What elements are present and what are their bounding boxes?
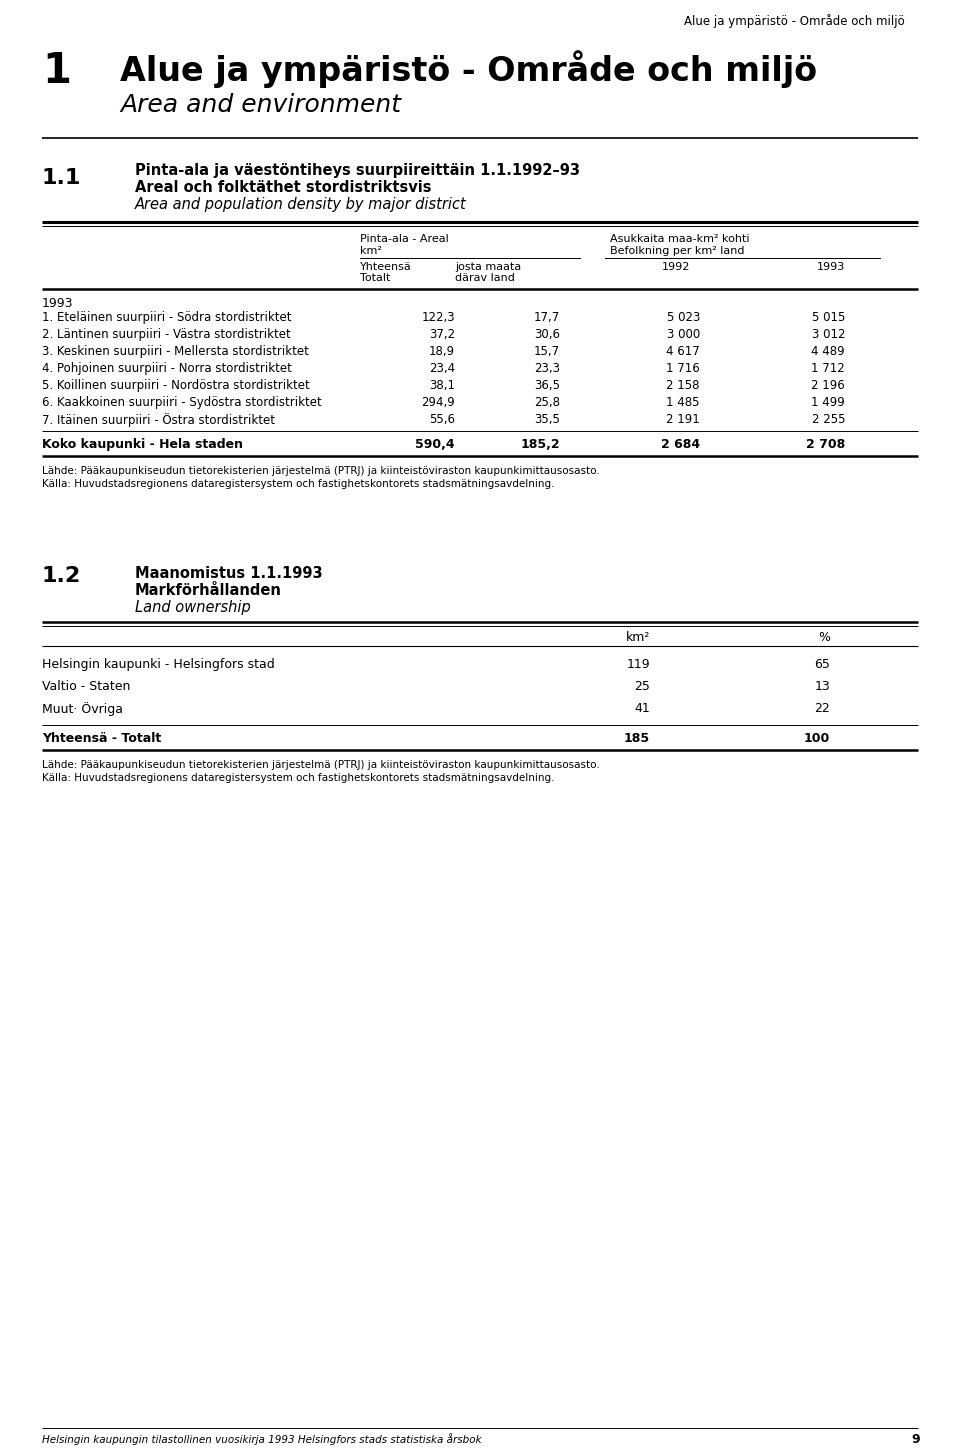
Text: 4 489: 4 489 bbox=[811, 345, 845, 358]
Text: Asukkaita maa-km² kohti: Asukkaita maa-km² kohti bbox=[610, 234, 750, 244]
Text: Areal och folktäthet stordistriktsvis: Areal och folktäthet stordistriktsvis bbox=[135, 180, 431, 195]
Text: 1 716: 1 716 bbox=[666, 362, 700, 375]
Text: 25,8: 25,8 bbox=[534, 396, 560, 409]
Text: 37,2: 37,2 bbox=[429, 327, 455, 340]
Text: 18,9: 18,9 bbox=[429, 345, 455, 358]
Text: Alue ja ympäristö - Område och miljö: Alue ja ympäristö - Område och miljö bbox=[684, 15, 905, 28]
Text: därav land: därav land bbox=[455, 274, 515, 284]
Text: 55,6: 55,6 bbox=[429, 413, 455, 426]
Text: 1993: 1993 bbox=[817, 262, 845, 272]
Text: Pinta-ala ja väestöntiheys suurpiireittäin 1.1.1992–93: Pinta-ala ja väestöntiheys suurpiireittä… bbox=[135, 163, 580, 178]
Text: Land ownership: Land ownership bbox=[135, 599, 251, 615]
Text: 23,3: 23,3 bbox=[534, 362, 560, 375]
Text: 5 023: 5 023 bbox=[666, 311, 700, 324]
Text: 2 158: 2 158 bbox=[666, 378, 700, 391]
Text: Area and population density by major district: Area and population density by major dis… bbox=[135, 196, 467, 212]
Text: 13: 13 bbox=[814, 679, 830, 693]
Text: Pinta-ala - Areal: Pinta-ala - Areal bbox=[360, 234, 448, 244]
Text: 294,9: 294,9 bbox=[421, 396, 455, 409]
Text: Totalt: Totalt bbox=[360, 274, 391, 284]
Text: 1992: 1992 bbox=[661, 262, 690, 272]
Text: 3 000: 3 000 bbox=[667, 327, 700, 340]
Text: 2 196: 2 196 bbox=[811, 378, 845, 391]
Text: josta maata: josta maata bbox=[455, 262, 521, 272]
Text: Markförhållanden: Markförhållanden bbox=[135, 583, 282, 598]
Text: 1 712: 1 712 bbox=[811, 362, 845, 375]
Text: 41: 41 bbox=[635, 701, 650, 714]
Text: 35,5: 35,5 bbox=[534, 413, 560, 426]
Text: 1.2: 1.2 bbox=[42, 566, 82, 586]
Text: 3. Keskinen suurpiiri - Mellersta stordistriktet: 3. Keskinen suurpiiri - Mellersta stordi… bbox=[42, 345, 309, 358]
Text: 185: 185 bbox=[624, 732, 650, 745]
Text: 1.1: 1.1 bbox=[42, 167, 82, 188]
Text: Koko kaupunki - Hela staden: Koko kaupunki - Hela staden bbox=[42, 438, 243, 451]
Text: Maanomistus 1.1.1993: Maanomistus 1.1.1993 bbox=[135, 566, 323, 581]
Text: 65: 65 bbox=[814, 658, 830, 671]
Text: 122,3: 122,3 bbox=[421, 311, 455, 324]
Text: 25: 25 bbox=[635, 679, 650, 693]
Text: Yhteensä - Totalt: Yhteensä - Totalt bbox=[42, 732, 161, 745]
Text: 5. Koillinen suurpiiri - Nordöstra stordistriktet: 5. Koillinen suurpiiri - Nordöstra stord… bbox=[42, 378, 310, 391]
Text: 1. Eteläinen suurpiiri - Södra stordistriktet: 1. Eteläinen suurpiiri - Södra stordistr… bbox=[42, 311, 292, 324]
Text: 4 617: 4 617 bbox=[666, 345, 700, 358]
Text: 590,4: 590,4 bbox=[416, 438, 455, 451]
Text: Lähde: Pääkaupunkiseudun tietorekisterien järjestelmä (PTRJ) ja kiinteistövirast: Lähde: Pääkaupunkiseudun tietorekisterie… bbox=[42, 760, 600, 770]
Text: Yhteensä: Yhteensä bbox=[360, 262, 412, 272]
Text: 7. Itäinen suurpiiri - Östra stordistriktet: 7. Itäinen suurpiiri - Östra stordistrik… bbox=[42, 413, 275, 426]
Text: 22: 22 bbox=[814, 701, 830, 714]
Text: km²: km² bbox=[626, 631, 650, 645]
Text: 2 684: 2 684 bbox=[660, 438, 700, 451]
Text: 38,1: 38,1 bbox=[429, 378, 455, 391]
Text: 15,7: 15,7 bbox=[534, 345, 560, 358]
Text: 9: 9 bbox=[911, 1433, 920, 1446]
Text: 185,2: 185,2 bbox=[520, 438, 560, 451]
Text: 119: 119 bbox=[626, 658, 650, 671]
Text: 5 015: 5 015 bbox=[811, 311, 845, 324]
Text: Befolkning per km² land: Befolkning per km² land bbox=[610, 246, 745, 256]
Text: Helsingin kaupunki - Helsingfors stad: Helsingin kaupunki - Helsingfors stad bbox=[42, 658, 275, 671]
Text: 1: 1 bbox=[42, 49, 71, 92]
Text: Muut· Övriga: Muut· Övriga bbox=[42, 701, 123, 716]
Text: 3 012: 3 012 bbox=[811, 327, 845, 340]
Text: Area and environment: Area and environment bbox=[120, 93, 401, 116]
Text: 30,6: 30,6 bbox=[534, 327, 560, 340]
Text: 2 191: 2 191 bbox=[666, 413, 700, 426]
Text: Valtio - Staten: Valtio - Staten bbox=[42, 679, 131, 693]
Text: %: % bbox=[818, 631, 830, 645]
Text: 2. Läntinen suurpiiri - Västra stordistriktet: 2. Läntinen suurpiiri - Västra stordistr… bbox=[42, 327, 291, 340]
Text: 2 255: 2 255 bbox=[811, 413, 845, 426]
Text: km²: km² bbox=[360, 246, 382, 256]
Text: Källa: Huvudstadsregionens dataregistersystem och fastighetskontorets stadsmätni: Källa: Huvudstadsregionens dataregisters… bbox=[42, 773, 555, 783]
Text: 1993: 1993 bbox=[42, 297, 74, 310]
Text: 2 708: 2 708 bbox=[805, 438, 845, 451]
Text: Källa: Huvudstadsregionens dataregistersystem och fastighetskontorets stadsmätni: Källa: Huvudstadsregionens dataregisters… bbox=[42, 479, 555, 489]
Text: 4. Pohjoinen suurpiiri - Norra stordistriktet: 4. Pohjoinen suurpiiri - Norra stordistr… bbox=[42, 362, 292, 375]
Text: 17,7: 17,7 bbox=[534, 311, 560, 324]
Text: Lähde: Pääkaupunkiseudun tietorekisterien järjestelmä (PTRJ) ja kiinteistövirast: Lähde: Pääkaupunkiseudun tietorekisterie… bbox=[42, 466, 600, 476]
Text: Alue ja ympäristö - Område och miljö: Alue ja ympäristö - Område och miljö bbox=[120, 49, 817, 87]
Text: 100: 100 bbox=[804, 732, 830, 745]
Text: 36,5: 36,5 bbox=[534, 378, 560, 391]
Text: 1 485: 1 485 bbox=[666, 396, 700, 409]
Text: 1 499: 1 499 bbox=[811, 396, 845, 409]
Text: Helsingin kaupungin tilastollinen vuosikirja 1993 Helsingfors stads statistiska : Helsingin kaupungin tilastollinen vuosik… bbox=[42, 1433, 482, 1445]
Text: 23,4: 23,4 bbox=[429, 362, 455, 375]
Text: 6. Kaakkoinen suurpiiri - Sydöstra stordistriktet: 6. Kaakkoinen suurpiiri - Sydöstra stord… bbox=[42, 396, 322, 409]
